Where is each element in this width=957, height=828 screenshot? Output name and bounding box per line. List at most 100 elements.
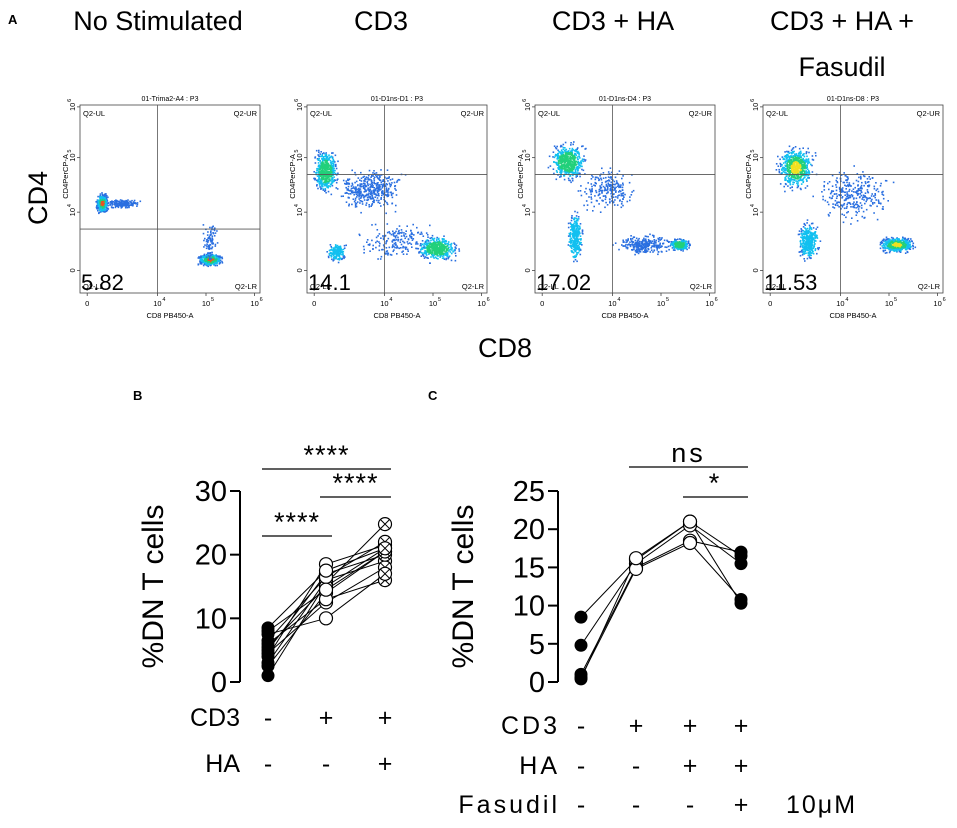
flow-event bbox=[576, 229, 579, 231]
flow-event bbox=[322, 167, 325, 170]
flow-event bbox=[617, 195, 619, 197]
flow-event bbox=[356, 194, 359, 197]
flow-event bbox=[567, 244, 570, 246]
flow-event bbox=[568, 179, 570, 182]
flow-event bbox=[345, 183, 347, 185]
flow-event bbox=[360, 200, 363, 202]
flow-event bbox=[602, 195, 605, 197]
flow-event bbox=[378, 245, 381, 247]
flow-event bbox=[598, 178, 600, 181]
flow-event bbox=[558, 150, 560, 153]
flow-event bbox=[785, 169, 787, 171]
flow-event bbox=[617, 182, 619, 185]
flow-event bbox=[355, 186, 357, 188]
flow-event bbox=[375, 174, 377, 176]
flow-event bbox=[580, 238, 582, 240]
flow-event bbox=[443, 238, 445, 241]
flow-event bbox=[606, 204, 609, 206]
flow-event bbox=[116, 204, 118, 207]
flow-event bbox=[388, 231, 390, 233]
flow-event bbox=[338, 247, 341, 250]
flow-event bbox=[618, 189, 621, 192]
flow-event bbox=[611, 191, 613, 193]
flow-event bbox=[358, 194, 360, 197]
flow-event bbox=[565, 151, 568, 153]
flow-event bbox=[419, 233, 421, 235]
flow-event bbox=[579, 238, 581, 240]
flow-event bbox=[559, 159, 561, 161]
flow-event bbox=[322, 174, 324, 176]
flow-event bbox=[386, 177, 388, 180]
flow-event bbox=[576, 242, 579, 244]
flow-event bbox=[381, 248, 383, 251]
flow-event bbox=[326, 185, 328, 188]
flow-event bbox=[207, 241, 209, 243]
flow-event bbox=[618, 194, 620, 196]
flow-event bbox=[394, 236, 397, 239]
flow-event bbox=[442, 244, 445, 246]
flow-event bbox=[391, 196, 394, 199]
flow-event bbox=[370, 182, 373, 185]
flow-event bbox=[607, 176, 610, 178]
flow-event bbox=[394, 246, 396, 249]
flow-event bbox=[407, 250, 409, 252]
flow-event bbox=[800, 179, 802, 181]
flow-event bbox=[319, 153, 321, 155]
flow-event bbox=[326, 171, 328, 173]
flow-event bbox=[638, 240, 641, 243]
flow-event bbox=[362, 245, 365, 248]
flow-event bbox=[630, 235, 632, 237]
flow-event bbox=[382, 184, 384, 187]
flow-event bbox=[377, 177, 379, 180]
flow-event bbox=[426, 242, 429, 245]
flow-event bbox=[795, 180, 797, 182]
flow-event bbox=[326, 162, 328, 164]
flow-event bbox=[572, 230, 575, 233]
flow-event bbox=[788, 166, 791, 168]
flow-event bbox=[661, 237, 663, 239]
flow-event bbox=[784, 165, 787, 167]
flow-event bbox=[339, 252, 342, 254]
flow-event bbox=[446, 252, 448, 255]
flow-event bbox=[97, 208, 99, 210]
flow-event bbox=[366, 199, 368, 201]
flow-event bbox=[621, 194, 623, 197]
flow-event bbox=[625, 239, 627, 241]
flow-event bbox=[381, 180, 384, 182]
flow-ytick-exponent: 5 bbox=[522, 150, 528, 153]
flow-event bbox=[656, 249, 658, 251]
flow-event bbox=[576, 227, 579, 229]
flow-event bbox=[208, 252, 210, 254]
flow-event bbox=[211, 242, 213, 245]
flow-xtick-exponent: 5 bbox=[211, 297, 214, 303]
flow-event bbox=[420, 231, 423, 234]
flow-event bbox=[576, 248, 578, 250]
flow-event bbox=[579, 223, 582, 225]
flow-event bbox=[569, 175, 571, 177]
flow-event bbox=[563, 178, 566, 181]
flow-event bbox=[654, 241, 657, 243]
flow-event bbox=[793, 161, 795, 164]
flow-event bbox=[214, 259, 217, 261]
flow-event bbox=[792, 150, 794, 153]
flow-event bbox=[651, 234, 654, 237]
flow-event bbox=[806, 155, 808, 158]
flow-event bbox=[446, 255, 449, 258]
flow-event bbox=[805, 167, 808, 170]
flow-event bbox=[785, 162, 787, 164]
flow-event bbox=[316, 169, 318, 172]
flow-event bbox=[602, 185, 605, 188]
flow-event bbox=[570, 169, 572, 172]
flow-event bbox=[397, 232, 399, 235]
flow-event bbox=[373, 181, 375, 184]
flow-event bbox=[581, 145, 583, 148]
flow-event bbox=[805, 170, 807, 172]
flow-event bbox=[328, 154, 330, 156]
flow-ytick-label: 10 bbox=[523, 103, 532, 111]
flow-event bbox=[361, 185, 363, 188]
flow-event bbox=[565, 171, 567, 173]
flow-event bbox=[790, 176, 793, 178]
flow-event bbox=[806, 161, 809, 163]
flow-event bbox=[454, 246, 457, 248]
